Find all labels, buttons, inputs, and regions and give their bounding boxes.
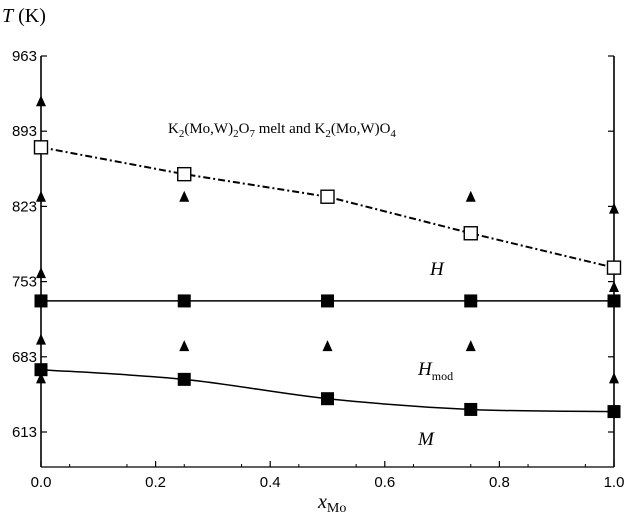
x-tick-label: 0.2 (145, 474, 166, 491)
axis-ticks: 613 683 753 823 893 963 0.0 0.2 0.4 0.6 0.8 1.0 (12, 48, 624, 491)
region-label-hmod-main: H (417, 359, 433, 380)
y-tick-label: 963 (12, 48, 37, 65)
filled-square-marker (607, 405, 621, 419)
axes (40, 56, 615, 468)
x-tick-label: 0.6 (374, 474, 395, 491)
series-line (40, 368, 615, 413)
series-markers (33, 95, 622, 419)
x-tick-label: 0.4 (260, 474, 281, 491)
region-label-hmod-sub: mod (432, 369, 453, 383)
region-label-hmod: Hmod (417, 359, 453, 383)
y-axis-title: T (K) (2, 5, 46, 27)
y-axis-title-unit: (K) (13, 5, 46, 27)
open-square-marker (33, 140, 49, 155)
filled-square-marker (321, 392, 334, 406)
filled-square-marker (464, 294, 478, 308)
x-axis-title: xMo (317, 491, 346, 516)
series-lines (40, 146, 615, 413)
open-square-marker (606, 260, 622, 275)
triangle-marker (36, 95, 46, 107)
triangle-marker (36, 372, 46, 384)
triangle-marker (36, 333, 46, 345)
melt-annotation-part: O (239, 121, 250, 137)
melt-annotation-sub: 2 (325, 128, 331, 140)
y-axis-title-symbol: T (2, 5, 15, 27)
melt-annotation-part: K (168, 121, 179, 137)
melt-annotation: K2(Mo,W)2O7 melt and K2(Mo,W)O4 (168, 121, 396, 140)
filled-square-marker (177, 294, 191, 308)
y-tick-label: 753 (12, 274, 37, 291)
x-axis-title-symbol: x (317, 491, 327, 513)
melt-annotation-sub: 2 (233, 128, 239, 140)
melt-annotation-sub: 2 (179, 128, 185, 140)
open-square-marker (320, 189, 335, 204)
melt-annotation-sub: 7 (249, 128, 255, 140)
triangle-marker (609, 281, 619, 293)
open-square-marker (463, 226, 478, 241)
region-label-m: M (417, 429, 435, 450)
melt-annotation-part: (Mo,W)O (331, 121, 391, 137)
melt-annotation-part: melt and K (255, 121, 326, 137)
y-tick-label: 683 (12, 349, 37, 366)
x-axis-title-subscript: Mo (327, 501, 346, 516)
filled-square-marker (321, 294, 334, 308)
triangle-marker (609, 372, 619, 384)
y-tick-label: 613 (12, 424, 37, 441)
x-tick-label: 0.8 (489, 474, 510, 491)
triangle-marker (465, 340, 476, 352)
x-tick-label: 1.0 (604, 474, 625, 491)
melt-annotation-sub: 4 (390, 128, 396, 140)
y-tick-label: 823 (12, 198, 37, 215)
x-tick-label: 0.0 (31, 474, 52, 491)
region-label-h: H (429, 259, 445, 280)
triangle-marker (465, 190, 476, 202)
y-tick-label: 893 (12, 123, 37, 140)
triangle-marker (179, 190, 190, 202)
melt-annotation-part: (Mo,W) (184, 121, 233, 137)
open-square-marker (177, 166, 192, 182)
filled-square-marker (607, 294, 621, 308)
filled-square-marker (177, 372, 191, 386)
triangle-marker (36, 267, 46, 279)
triangle-marker (609, 202, 619, 214)
series-line (40, 146, 615, 269)
filled-square-marker (34, 363, 48, 377)
triangle-marker (322, 340, 333, 352)
filled-square-marker (34, 294, 48, 308)
triangle-marker (179, 340, 190, 352)
filled-square-marker (464, 402, 478, 416)
triangle-marker (36, 190, 46, 202)
